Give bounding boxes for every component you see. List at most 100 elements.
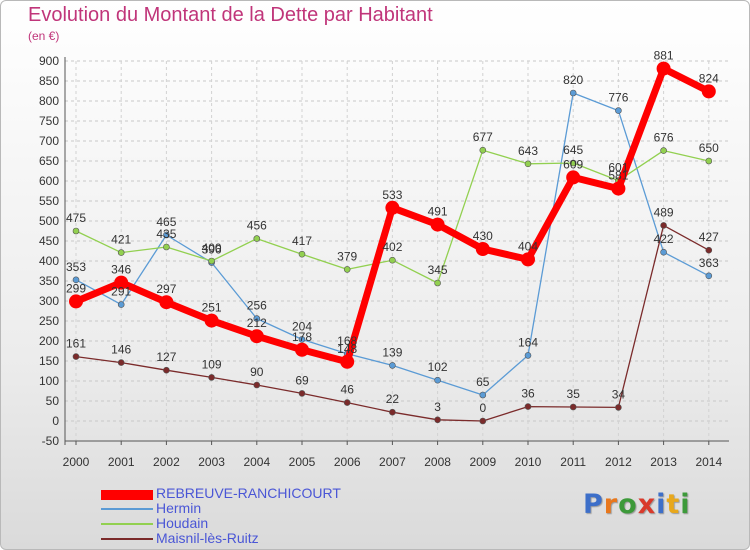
data-label: 677 [473,130,493,144]
data-point [389,408,396,416]
y-tick-label: 150 [39,354,59,368]
data-label: 46 [341,383,355,397]
legend-swatch [101,538,153,540]
logo-letter: i [656,489,667,520]
data-label: 346 [111,263,131,277]
x-tick-label: 2012 [605,455,632,469]
x-tick-label: 2008 [424,455,451,469]
logo-letter: P [583,489,604,520]
x-tick-label: 2011 [560,455,586,469]
data-point [163,366,170,374]
y-tick-label: 50 [46,394,60,408]
data-point [298,250,306,258]
data-point [479,417,487,425]
legend-label: Maisnil-lès-Ruitz [156,530,259,546]
data-label: 601 [608,161,628,175]
data-label: 402 [382,240,402,254]
y-tick-label: 700 [39,134,59,148]
y-tick-label: 750 [39,114,59,128]
y-tick-label: 0 [52,414,59,428]
logo-letter: x [637,489,657,520]
data-point [524,352,532,359]
x-tick-label: 2000 [63,455,90,469]
y-tick-label: 200 [39,334,59,348]
data-label: 427 [699,230,719,244]
data-point [569,159,577,167]
data-point [656,61,671,76]
data-label: 0 [479,401,486,415]
y-tick-label: 350 [39,274,59,288]
data-point [253,381,261,389]
data-point [524,403,532,410]
data-point [660,147,667,154]
data-point [479,391,487,399]
x-tick-label: 2006 [334,455,361,469]
data-point [434,416,441,424]
data-point [72,227,80,235]
data-label: 430 [473,229,493,243]
data-point [163,231,170,239]
data-label: 35 [567,387,581,401]
data-point [69,294,83,309]
data-point [385,200,400,215]
data-point [295,342,309,357]
y-tick-label: 650 [39,154,59,168]
data-point [117,359,125,366]
data-label: 643 [518,144,538,158]
y-tick-label: 800 [39,94,59,108]
data-label: 161 [66,337,86,351]
x-tick-label: 2001 [108,455,135,469]
x-tick-label: 2009 [469,455,496,469]
data-point [611,181,626,196]
x-tick-label: 2010 [515,455,542,469]
data-point [705,272,713,280]
data-label: 465 [156,215,176,229]
data-point [249,329,264,344]
data-point [298,336,306,343]
data-point [340,354,355,369]
data-label: 164 [518,335,538,349]
chart-unit-label: (en €) [28,29,60,43]
y-tick-label: 100 [39,374,59,388]
data-point [430,217,445,232]
y-tick-label: 850 [39,74,59,88]
data-point [475,242,490,256]
data-point [389,362,396,369]
logo-letter: t [666,489,681,520]
data-point [208,257,215,265]
data-label: 69 [295,373,309,387]
y-tick-label: 500 [39,214,59,228]
x-tick-label: 2014 [695,455,722,469]
y-tick-label: 550 [39,194,59,208]
data-label: 489 [654,205,674,219]
data-label: 417 [292,234,312,248]
logo-letter: o [618,489,638,520]
axis-layer: -500501001502002503003504004505005506006… [39,54,729,469]
data-point [117,301,125,308]
data-point [208,374,215,381]
data-point [114,275,129,290]
legend-label: Houdain [156,515,209,531]
data-label: 102 [428,360,448,374]
data-label: 127 [156,350,176,364]
data-label: 581 [608,169,628,183]
data-point [389,256,396,264]
legend-label: REBREUVE-RANCHICOURT [156,485,341,501]
y-tick-label: 250 [39,314,59,328]
data-label-layer: 3532914653962562041681391026516482077642… [66,49,719,415]
logo-letter: r [603,489,619,520]
data-point [72,353,80,360]
data-label: 146 [111,343,131,357]
data-label: 22 [386,392,400,406]
data-label: 404 [518,239,538,253]
data-point [524,160,532,168]
data-label: 379 [337,249,357,263]
data-point [521,252,535,267]
data-label: 297 [156,282,176,296]
data-label: 345 [428,263,448,277]
x-tick-label: 2004 [243,455,270,469]
data-label: 168 [337,334,357,348]
data-point [701,84,716,99]
